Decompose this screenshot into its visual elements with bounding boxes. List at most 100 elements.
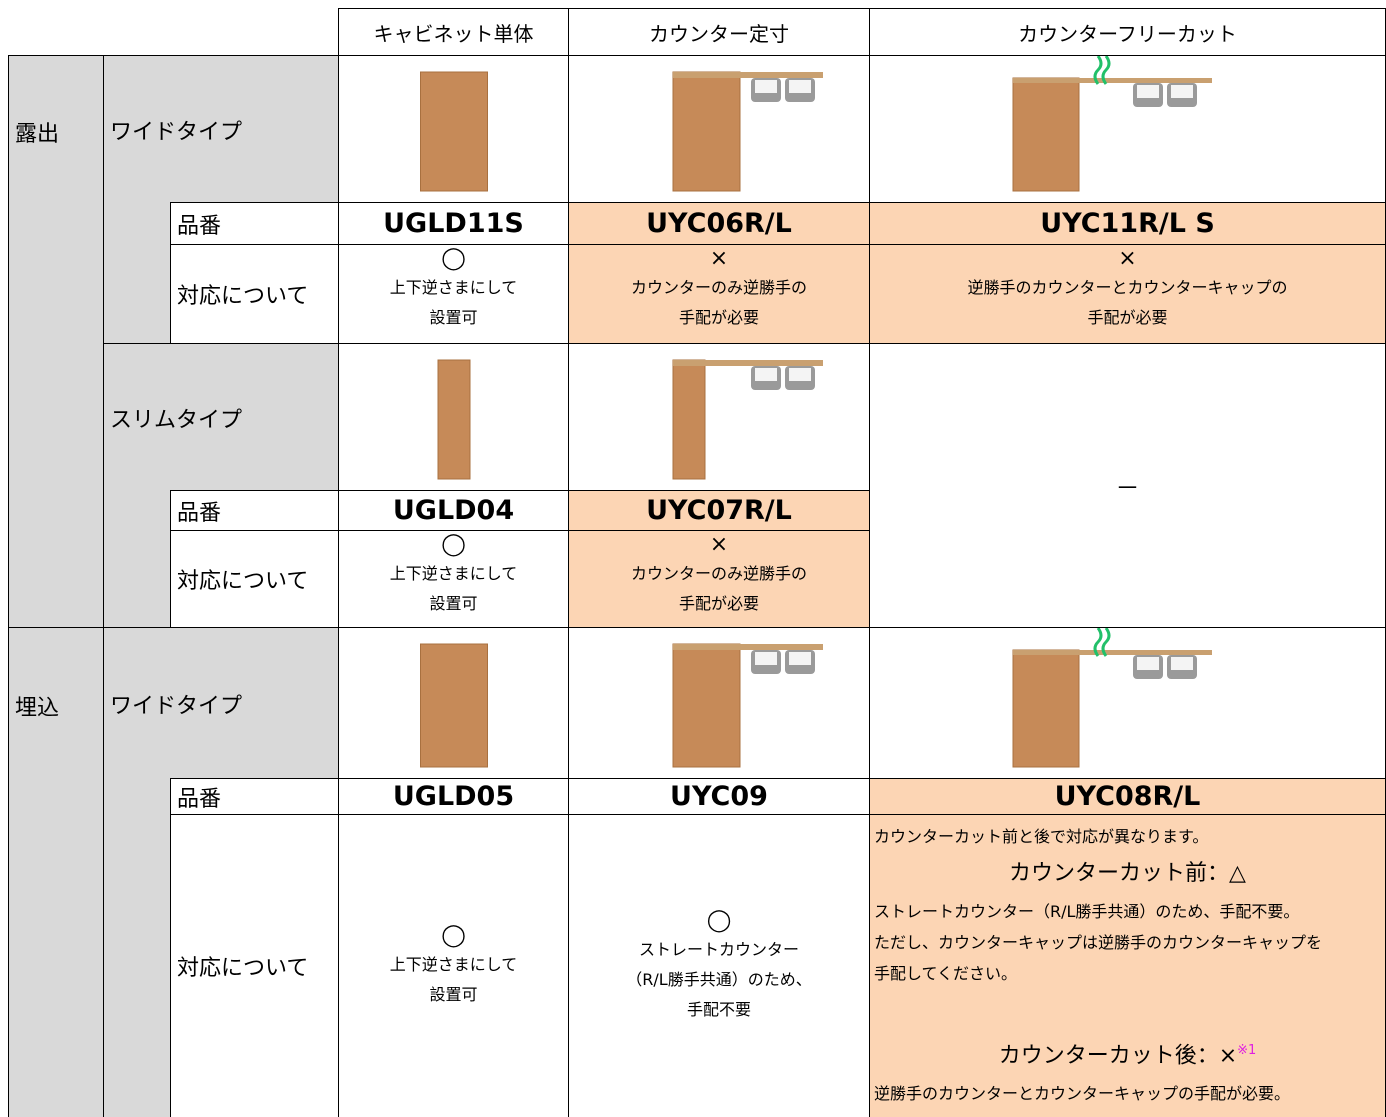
cabinet [419, 643, 488, 768]
support-mark: × [1118, 246, 1137, 271]
counter [1012, 650, 1212, 655]
cabinet [672, 359, 705, 480]
type-label: ワイドタイプ [103, 627, 339, 779]
product-image [419, 71, 488, 192]
support-mark: ◯ [441, 246, 466, 271]
support-cell: ◯ ストレートカウンター （R/L勝手共通）のため、 手配不要 [568, 814, 870, 1117]
support-text: ストレートカウンター（R/L勝手共通）のため、手配不要。 [874, 902, 1300, 921]
part-number-text: UYC06R/L [646, 208, 792, 239]
part-number: UYC07R/L [568, 490, 870, 531]
support-text: カウンターのみ逆勝手の [630, 564, 807, 583]
unavailable-text: － [1115, 474, 1140, 502]
image-cell [338, 343, 569, 491]
part-label: 品番 [170, 202, 339, 245]
section-label: 埋込 [8, 627, 104, 1117]
image-cell [568, 55, 870, 203]
support-cell: ◯ 上下逆さまにして 設置可 [338, 814, 569, 1117]
counter [1012, 78, 1212, 83]
type-label: ワイドタイプ [103, 55, 339, 203]
part-number-text: UYC09 [670, 781, 768, 812]
support-mark: ◯ [706, 908, 732, 933]
product-image [1012, 56, 1212, 192]
support-text: ただし、カウンターキャップは逆勝手のカウンターキャップを [874, 933, 1323, 952]
support-text: 逆勝手のカウンターとカウンターキャップの [967, 278, 1288, 297]
support-text: 手配してください。 [874, 964, 1018, 983]
support-mark: ◯ [441, 923, 466, 948]
spacer [874, 989, 1381, 1029]
support-text: カウンターカット前と後で対応が異なります。 [874, 827, 1209, 846]
column-header-text: カウンターフリーカット [1018, 21, 1237, 46]
support-cell: × カウンターのみ逆勝手の 手配が必要 [568, 530, 870, 628]
support-mark: ◯ [441, 532, 466, 557]
section-label-text: 露出 [15, 121, 60, 147]
part-label-text: 品番 [177, 786, 222, 812]
paper-holder [788, 368, 811, 381]
product-image [419, 643, 488, 768]
part-number: UYC09 [568, 778, 870, 815]
part-number-text: UYC07R/L [646, 495, 792, 526]
support-text: カウンターのみ逆勝手の [630, 278, 807, 297]
support-cell: ◯ 上下逆さまにして 設置可 [338, 244, 569, 344]
section-label-text: 埋込 [15, 695, 60, 721]
column-header-text: キャビネット単体 [373, 21, 534, 46]
filler [103, 778, 171, 1117]
part-number-text: UYC08R/L [1054, 781, 1201, 812]
type-label-text: スリムタイプ [110, 407, 243, 433]
image-cell [338, 55, 569, 203]
support-heading: カウンターカット前：△ [1009, 861, 1246, 886]
part-number: UYC06R/L [568, 202, 870, 245]
column-header: カウンターフリーカット [869, 8, 1386, 56]
cut-mark [1093, 56, 1110, 85]
part-label-text: 品番 [177, 213, 222, 239]
part-number-text: UGLD05 [392, 781, 515, 812]
product-image [672, 71, 823, 192]
image-cell [338, 627, 569, 779]
support-label: 対応について [170, 244, 339, 344]
type-label: スリムタイプ [103, 343, 339, 491]
unavailable-cell: － [869, 343, 1386, 628]
support-label-text: 対応について [177, 284, 309, 309]
support-cell: × カウンターのみ逆勝手の 手配が必要 [568, 244, 870, 344]
support-text: 設置可 [429, 985, 478, 1004]
cabinet [419, 71, 488, 192]
column-header-text: カウンター定寸 [649, 21, 789, 46]
part-number: UGLD11S [338, 202, 569, 245]
column-header: キャビネット単体 [338, 8, 569, 56]
part-label-text: 品番 [177, 500, 222, 526]
product-image [437, 359, 470, 480]
support-mark: × [709, 246, 729, 271]
support-text: 手配が必要 [678, 594, 759, 613]
support-label: 対応について [170, 530, 339, 628]
paper-holder [1170, 85, 1193, 98]
support-text: 設置可 [429, 594, 478, 613]
paper-holder [1136, 85, 1159, 98]
support-label-text: 対応について [177, 569, 309, 594]
part-number: UGLD05 [338, 778, 569, 815]
product-image [1012, 628, 1212, 768]
product-image [672, 359, 823, 480]
support-text: 手配不要 [686, 1000, 751, 1019]
paper-holder [788, 652, 811, 665]
support-mark: × [709, 532, 729, 557]
part-number: UYC08R/L [869, 778, 1386, 815]
support-label: 対応について [170, 814, 339, 1117]
type-label-text: ワイドタイプ [110, 119, 243, 145]
image-cell [869, 627, 1386, 779]
part-label: 品番 [170, 490, 339, 531]
part-number-text: UYC11R/L S [1040, 208, 1215, 239]
cabinet [1012, 649, 1079, 768]
paper-holder [754, 652, 777, 665]
support-text: 逆勝手のカウンターとカウンターキャップの手配が必要。 [874, 1084, 1291, 1104]
part-label: 品番 [170, 778, 339, 815]
paper-holder [1170, 657, 1193, 670]
section-label: 露出 [8, 55, 104, 628]
part-number: UGLD04 [338, 490, 569, 531]
paper-holder [754, 80, 777, 93]
paper-holder [754, 368, 777, 381]
image-cell [869, 55, 1386, 203]
support-cell: カウンターカット前と後で対応が異なります。カウンターカット前：△ ストレートカウン… [869, 814, 1386, 1117]
image-cell [568, 343, 870, 491]
cabinet [437, 359, 470, 480]
cabinet [672, 71, 740, 192]
paper-holder [1136, 657, 1159, 670]
